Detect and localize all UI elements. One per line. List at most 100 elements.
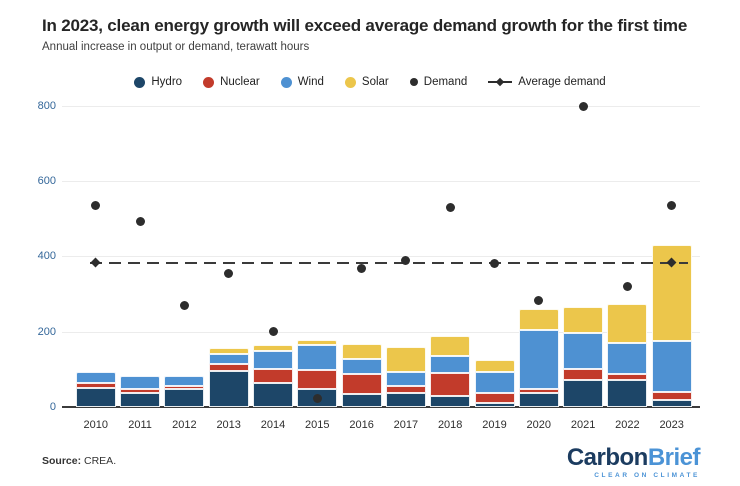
bar-2015-solar[interactable] xyxy=(297,339,338,345)
x-tick-label-2023: 2023 xyxy=(659,419,684,431)
demand-legend-swatch-icon xyxy=(409,78,418,86)
bar-2023-hydro[interactable] xyxy=(651,400,692,407)
legend-label-demand: Demand xyxy=(423,76,468,88)
bar-2013-solar[interactable] xyxy=(208,348,249,354)
demand-dot-2018[interactable] xyxy=(445,202,455,212)
bar-2023-wind[interactable] xyxy=(651,340,692,392)
bar-2018-nuclear[interactable] xyxy=(430,373,471,396)
bar-2019-wind[interactable] xyxy=(474,371,515,393)
demand-dot-2013[interactable] xyxy=(224,268,234,278)
bar-2014-nuclear[interactable] xyxy=(253,368,293,384)
bar-2013-nuclear[interactable] xyxy=(208,363,249,372)
x-tick-label-2022: 2022 xyxy=(615,419,640,431)
bar-2016-hydro[interactable] xyxy=(341,394,382,407)
bar-2017-wind[interactable] xyxy=(385,371,426,386)
x-tick-label-2014: 2014 xyxy=(260,419,286,431)
x-tick-label-2018: 2018 xyxy=(437,419,463,431)
bar-2018-hydro[interactable] xyxy=(430,395,471,407)
bar-2019-solar[interactable] xyxy=(474,360,515,372)
bar-2021-nuclear[interactable] xyxy=(563,368,604,381)
legend-label-average-demand: Average demand xyxy=(518,76,606,88)
bar-2012-wind[interactable] xyxy=(164,376,205,387)
bar-2020-wind[interactable] xyxy=(518,329,559,390)
bar-2014-wind[interactable] xyxy=(253,351,293,369)
legend-label-solar: Solar xyxy=(361,76,389,88)
demand-dot-2014[interactable] xyxy=(268,327,278,337)
bar-2017-nuclear[interactable] xyxy=(385,385,426,393)
bar-2022-hydro[interactable] xyxy=(607,380,648,407)
bar-2011-wind[interactable] xyxy=(120,375,161,390)
bar-2013-wind[interactable] xyxy=(208,353,249,364)
legend-item-wind[interactable]: Wind xyxy=(280,76,324,88)
legend-label-nuclear: Nuclear xyxy=(220,76,260,88)
demand-dot-2021[interactable] xyxy=(578,102,588,112)
bar-2021-solar[interactable] xyxy=(563,307,604,333)
bar-2016-wind[interactable] xyxy=(341,358,382,374)
bar-2010-hydro[interactable] xyxy=(75,387,116,407)
bar-2012-hydro[interactable] xyxy=(164,388,205,407)
carbonbrief-logo: CarbonBrief CLEAR ON CLIMATE xyxy=(567,444,701,480)
bar-2011-hydro[interactable] xyxy=(120,393,161,407)
bar-2016-nuclear[interactable] xyxy=(341,373,382,395)
wind-legend-swatch-icon xyxy=(280,76,292,88)
bar-2017-solar[interactable] xyxy=(385,347,426,372)
bar-2019-hydro[interactable] xyxy=(474,402,515,407)
bar-2021-wind[interactable] xyxy=(563,332,604,369)
bar-2020-hydro[interactable] xyxy=(518,393,559,407)
y-tick-label: 400 xyxy=(37,250,56,263)
demand-dot-2019[interactable] xyxy=(490,259,499,269)
bar-2016-solar[interactable] xyxy=(341,344,382,359)
hydro-legend-swatch-icon xyxy=(134,76,146,88)
bar-2019-nuclear[interactable] xyxy=(474,392,515,403)
y-tick-label: 200 xyxy=(37,325,56,338)
x-tick-label-2012: 2012 xyxy=(172,419,197,431)
demand-dot-2011[interactable] xyxy=(135,217,145,227)
x-tick-label-2013: 2013 xyxy=(216,419,241,431)
demand-dot-2020[interactable] xyxy=(534,296,544,306)
demand-dot-2015[interactable] xyxy=(312,394,322,404)
source-value: CREA. xyxy=(84,455,117,467)
bar-2023-nuclear[interactable] xyxy=(651,391,692,401)
legend-item-hydro[interactable]: Hydro xyxy=(134,76,182,88)
y-tick-label: 600 xyxy=(37,175,56,188)
gridline-y800 xyxy=(62,105,700,107)
bar-2015-nuclear[interactable] xyxy=(297,369,338,389)
x-tick-label-2019: 2019 xyxy=(482,419,507,431)
bar-2017-hydro[interactable] xyxy=(385,392,426,407)
demand-dot-2016[interactable] xyxy=(357,264,367,274)
bar-2014-solar[interactable] xyxy=(253,345,293,352)
legend-item-nuclear[interactable]: Nuclear xyxy=(203,76,260,88)
logo-brief: Brief xyxy=(647,444,701,471)
x-tick-label-2021: 2021 xyxy=(570,419,596,431)
bar-2010-nuclear[interactable] xyxy=(75,382,116,388)
demand-dot-2010[interactable] xyxy=(91,201,101,211)
legend-item-demand[interactable]: Demand xyxy=(409,76,468,88)
bar-2012-nuclear[interactable] xyxy=(164,386,205,389)
solar-legend-swatch-icon xyxy=(344,76,356,88)
bar-2015-wind[interactable] xyxy=(297,344,338,370)
bar-2011-nuclear[interactable] xyxy=(120,389,161,394)
demand-dot-2023[interactable] xyxy=(667,201,677,211)
bar-2018-wind[interactable] xyxy=(430,356,471,374)
x-tick-label-2010: 2010 xyxy=(83,419,109,431)
bar-2020-solar[interactable] xyxy=(518,308,559,330)
average-demand-legend-icon xyxy=(488,77,513,88)
bar-2018-solar[interactable] xyxy=(430,336,471,356)
bar-2023-solar[interactable] xyxy=(651,245,692,341)
demand-dot-2012[interactable] xyxy=(179,301,189,311)
bar-2020-nuclear[interactable] xyxy=(518,389,559,394)
x-tick-label-2017: 2017 xyxy=(393,419,419,431)
bar-2010-wind[interactable] xyxy=(75,372,116,383)
bar-2022-solar[interactable] xyxy=(607,304,648,344)
average-demand-marker xyxy=(90,257,101,268)
bar-2022-nuclear[interactable] xyxy=(607,373,648,381)
bar-2013-hydro[interactable] xyxy=(208,371,249,407)
bar-2022-wind[interactable] xyxy=(607,343,648,374)
demand-dot-2022[interactable] xyxy=(622,281,632,291)
bar-2021-hydro[interactable] xyxy=(563,380,604,407)
bar-2014-hydro[interactable] xyxy=(253,383,293,407)
demand-dot-2017[interactable] xyxy=(401,255,411,265)
legend-item-solar[interactable]: Solar xyxy=(344,76,389,88)
legend-item-average-demand[interactable]: Average demand xyxy=(488,76,606,88)
